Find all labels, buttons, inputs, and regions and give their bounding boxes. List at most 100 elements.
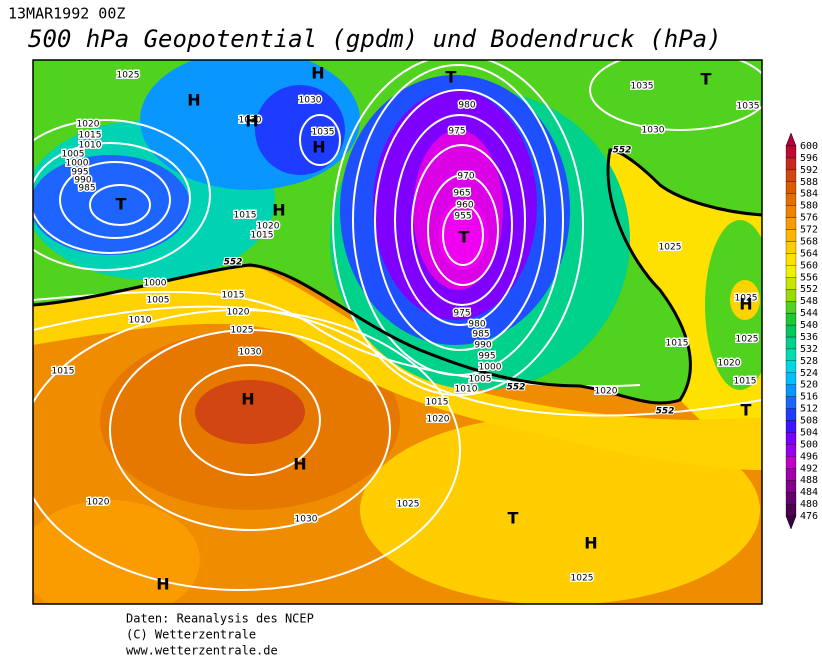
colorbar-segment: [785, 229, 797, 242]
colorbar-segment: [785, 384, 797, 397]
isobar-label: 1015: [79, 131, 102, 141]
isobar-label: 1000: [66, 159, 89, 169]
pressure-center: T: [508, 509, 519, 528]
isobar-label: 1015: [666, 339, 689, 349]
isobar-label: 1005: [147, 296, 170, 306]
pressure-center: T: [459, 228, 470, 247]
colorbar-label: 592: [800, 165, 818, 176]
contour-label: 552: [507, 383, 526, 393]
isobar-label: 1020: [87, 498, 110, 508]
isobar-label: 1035: [737, 102, 760, 112]
colorbar-label: 540: [800, 320, 818, 331]
isobar-label: 1015: [734, 377, 757, 387]
pressure-center: H: [241, 390, 254, 409]
colorbar-label: 548: [800, 296, 818, 307]
isobar-label: 1025: [571, 574, 594, 584]
pressure-center: H: [272, 201, 285, 220]
colorbar-segment: [785, 277, 797, 290]
colorbar-segment: [785, 169, 797, 182]
isobar-label: 975: [448, 127, 465, 137]
isobar-label: 990: [74, 176, 91, 186]
pressure-center: T: [701, 70, 712, 89]
colorbar-segment: [785, 491, 797, 505]
colorbar-label: 528: [800, 356, 818, 367]
isobar-label: 1005: [469, 375, 492, 385]
colorbar-segment: [785, 289, 797, 302]
isobar-label: 1035: [631, 82, 654, 92]
colorbar-label: 484: [800, 487, 818, 498]
contour-label: 552: [656, 407, 675, 417]
colorbar-segment: [785, 312, 797, 326]
colorbar-label: 544: [800, 308, 818, 319]
colorbar-label: 524: [800, 368, 818, 379]
pressure-center: H: [584, 534, 597, 553]
colorbar-segment: [785, 181, 797, 194]
colorbar-label: 532: [800, 344, 818, 355]
colorbar-segment: [785, 205, 797, 218]
isobar-label: 1030: [642, 126, 665, 136]
isobar-label: 955: [454, 212, 471, 222]
footer-line: Daten: Reanalysis des NCEP: [126, 612, 314, 626]
isobar-label: 985: [78, 184, 95, 194]
colorbar-top-arrow: [785, 132, 797, 147]
isobar-label: 1020: [227, 308, 250, 318]
colorbar-segment: [785, 444, 797, 457]
colorbar-segment: [785, 145, 797, 159]
colorbar-segment: [785, 480, 797, 493]
isobar-label: 990: [474, 341, 491, 351]
colorbar-label: 536: [800, 332, 818, 343]
colorbar-segment: [785, 241, 797, 254]
colorbar-label: 560: [800, 260, 818, 271]
colorbar-label: 588: [800, 177, 818, 188]
pressure-center: H: [312, 138, 325, 157]
isobar-label: 980: [458, 101, 475, 111]
colorbar-label: 480: [800, 499, 818, 510]
isobar-label: 970: [457, 172, 474, 182]
colorbar-label: 500: [800, 439, 818, 450]
colorbar-label: 512: [800, 404, 818, 415]
colorbar-label: 488: [800, 475, 818, 486]
colorbar-label: 520: [800, 380, 818, 391]
colorbar-label: 568: [800, 236, 818, 247]
colorbar-label: 600: [800, 141, 818, 152]
colorbar-label: 516: [800, 392, 818, 403]
colorbar-label: 508: [800, 416, 818, 427]
colorbar-segment: [785, 217, 797, 230]
isobar-label: 1025: [736, 335, 759, 345]
pressure-center: H: [293, 455, 306, 474]
colorbar-segment: [785, 468, 797, 481]
pressure-center: T: [741, 401, 752, 420]
isobar-label: 1020: [257, 222, 280, 232]
pressure-center: H: [311, 64, 324, 83]
colorbar-segment: [785, 396, 797, 409]
isobar-label: 965: [453, 189, 470, 199]
footer-line: (C) Wetterzentrale: [126, 628, 256, 642]
colorbar-segment: [785, 336, 797, 350]
isobar-label: 985: [472, 330, 489, 340]
footer-line: www.wetterzentrale.de: [126, 644, 278, 656]
isobar-label: 1030: [239, 348, 262, 358]
isobar-label: 1030: [295, 515, 318, 525]
isobar-label: 1025: [659, 243, 682, 253]
colorbar-label: 476: [800, 511, 818, 522]
colorbar-segment: [785, 324, 797, 338]
isobar-label: 975: [453, 309, 470, 319]
colorbar-segment: [785, 408, 797, 421]
colorbar-label: 576: [800, 213, 818, 224]
isobar-label: 1020: [427, 415, 450, 425]
colorbar-label: 584: [800, 189, 818, 200]
colorbar-label: 556: [800, 272, 818, 283]
isobar-label: 1005: [62, 150, 85, 160]
colorbar-label: 504: [800, 427, 818, 438]
colorbar-segment: [785, 301, 797, 314]
colorbar-label: 596: [800, 153, 818, 164]
contour-label: 552: [224, 258, 243, 268]
isobar-label: 980: [468, 320, 485, 330]
isobar-label: 1020: [718, 359, 741, 369]
isobar-label: 1015: [52, 367, 75, 377]
colorbar-segment: [785, 420, 797, 433]
map-field: [33, 60, 762, 604]
isobar-label: 960: [456, 201, 473, 211]
pressure-center: H: [739, 295, 752, 314]
